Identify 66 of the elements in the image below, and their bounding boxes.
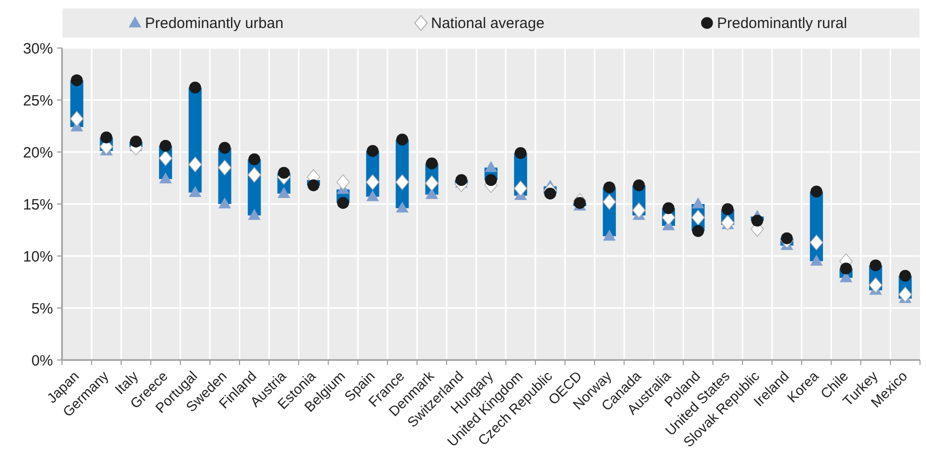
point bbox=[721, 214, 734, 231]
point bbox=[396, 174, 409, 190]
point bbox=[691, 210, 705, 226]
point bbox=[810, 234, 824, 250]
y-tick-label: 30% bbox=[22, 40, 53, 58]
point bbox=[70, 74, 83, 86]
point bbox=[899, 270, 912, 282]
y-tick-label: 20% bbox=[22, 144, 53, 162]
point bbox=[425, 175, 438, 192]
point bbox=[337, 197, 349, 209]
point bbox=[336, 174, 350, 190]
point bbox=[514, 147, 527, 159]
point bbox=[898, 286, 912, 302]
point bbox=[868, 277, 882, 293]
point bbox=[158, 150, 172, 166]
point bbox=[632, 202, 646, 218]
point bbox=[160, 140, 172, 152]
point bbox=[248, 167, 261, 183]
point bbox=[544, 188, 556, 200]
point bbox=[70, 110, 84, 127]
point bbox=[366, 190, 379, 202]
point bbox=[602, 194, 616, 210]
point bbox=[722, 203, 734, 216]
point bbox=[455, 174, 468, 186]
point bbox=[189, 82, 202, 94]
point bbox=[692, 197, 704, 208]
point bbox=[692, 225, 704, 237]
y-tick-label: 15% bbox=[22, 196, 53, 214]
point bbox=[248, 153, 260, 166]
point bbox=[278, 166, 290, 179]
point bbox=[514, 180, 528, 196]
point bbox=[662, 202, 674, 214]
point bbox=[130, 136, 142, 148]
point bbox=[485, 174, 497, 186]
point bbox=[188, 156, 202, 172]
point bbox=[159, 172, 172, 184]
point bbox=[308, 179, 320, 192]
y-tick-label: 10% bbox=[22, 248, 53, 266]
legend-label: National average bbox=[431, 15, 544, 32]
y-tick-label: 5% bbox=[31, 300, 53, 318]
point bbox=[603, 181, 616, 194]
y-tick-label: 0% bbox=[31, 352, 53, 370]
point bbox=[633, 179, 645, 192]
point bbox=[751, 214, 764, 227]
legend-label: Predominantly urban bbox=[145, 15, 284, 32]
point bbox=[870, 259, 882, 272]
point bbox=[840, 262, 852, 274]
point bbox=[100, 132, 112, 144]
point bbox=[248, 208, 261, 220]
legend-label: Predominantly rural bbox=[717, 15, 848, 32]
point bbox=[366, 174, 380, 190]
point bbox=[188, 186, 202, 197]
point bbox=[603, 230, 616, 241]
point bbox=[810, 186, 822, 198]
point bbox=[218, 142, 231, 154]
point bbox=[426, 158, 438, 170]
point bbox=[396, 134, 408, 146]
y-tick-label: 25% bbox=[22, 92, 53, 110]
point bbox=[484, 161, 498, 172]
point bbox=[810, 254, 823, 266]
point bbox=[218, 160, 232, 176]
point bbox=[396, 202, 409, 213]
point bbox=[278, 187, 290, 198]
point bbox=[366, 145, 379, 157]
point bbox=[218, 197, 232, 208]
point bbox=[780, 232, 793, 244]
